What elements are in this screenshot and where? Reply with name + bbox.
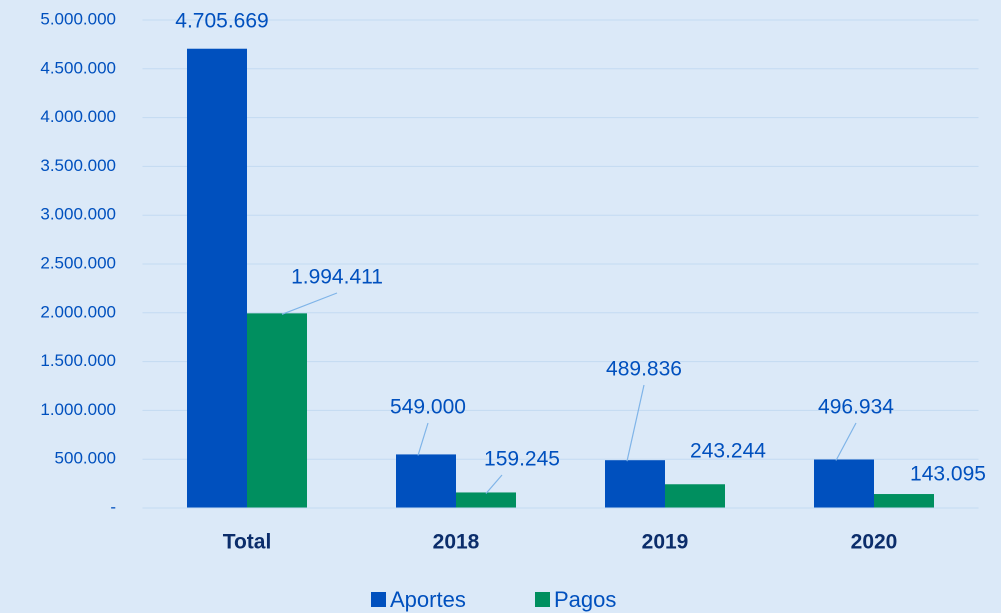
x-tick-label: 2019 — [642, 531, 689, 554]
value-label: 496.934 — [818, 396, 894, 419]
y-tick-label: 2.500.000 — [40, 253, 116, 272]
y-tick-label: 1.500.000 — [40, 351, 116, 370]
value-label: 143.095 — [910, 463, 986, 486]
bar — [456, 492, 516, 508]
value-label: 549.000 — [390, 396, 466, 419]
legend-swatch — [535, 592, 550, 607]
leader-line — [281, 292, 338, 315]
bar — [396, 454, 456, 508]
leader-line — [485, 474, 503, 494]
bar — [247, 313, 307, 508]
x-tick-label: 2018 — [433, 531, 480, 554]
y-tick-label: 3.000.000 — [40, 205, 116, 224]
legend-label: Pagos — [554, 587, 616, 612]
leader-line — [835, 422, 857, 461]
y-tick-label: 1.000.000 — [40, 400, 116, 419]
value-label: 4.705.669 — [175, 10, 268, 33]
y-tick-label: - — [110, 497, 116, 516]
leader-line — [626, 384, 645, 462]
value-label: 489.836 — [606, 358, 682, 381]
y-tick-label: 4.500.000 — [40, 58, 116, 77]
y-tick-label: 3.500.000 — [40, 156, 116, 175]
leader-line — [417, 422, 429, 456]
value-label: 1.994.411 — [291, 266, 383, 289]
legend-label: Aportes — [390, 587, 466, 612]
y-tick-label: 2.000.000 — [40, 302, 116, 321]
y-tick-label: 5.000.000 — [40, 9, 116, 28]
legend-swatch — [371, 592, 386, 607]
y-tick-label: 500.000 — [55, 449, 116, 468]
bar — [187, 48, 247, 508]
value-label: 159.245 — [484, 448, 560, 471]
bar — [874, 494, 934, 508]
bar — [665, 484, 725, 508]
value-label: 243.244 — [690, 440, 766, 463]
y-tick-label: 4.000.000 — [40, 107, 116, 126]
x-tick-label: 2020 — [851, 531, 898, 554]
bar — [605, 460, 665, 508]
x-tick-label: Total — [223, 531, 272, 554]
bar — [814, 459, 874, 508]
